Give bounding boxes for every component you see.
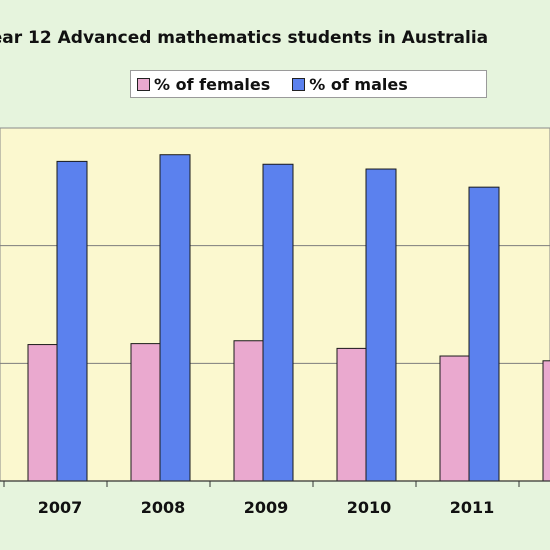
x-tick-label-2011: 2011 <box>450 498 495 517</box>
bar-females-2007 <box>27 344 59 482</box>
bar-females-2009 <box>233 340 265 482</box>
legend-swatch-males <box>292 77 306 91</box>
bar-females-2011 <box>439 355 471 482</box>
x-tick-label-2008: 2008 <box>141 498 186 517</box>
legend-label-males: % of males <box>309 74 408 94</box>
legend-item-females: % of females <box>137 75 270 94</box>
bar-females-2012 <box>542 360 550 482</box>
bar-females-2008 <box>130 343 162 482</box>
legend-label-females: % of females <box>154 74 271 94</box>
bar-males-2007 <box>56 160 88 482</box>
legend: % of females % of males <box>130 70 487 98</box>
bar-males-2008 <box>159 154 191 482</box>
bar-females-2010 <box>336 347 368 482</box>
bar-males-2011 <box>468 186 500 482</box>
bar-males-2010 <box>365 168 397 482</box>
bar-males-2009 <box>262 163 294 482</box>
chart-title: Year 12 Advanced mathematics students in… <box>0 28 489 48</box>
legend-swatch-females <box>137 77 150 91</box>
x-tick-label-2009: 2009 <box>244 498 289 517</box>
legend-item-males: % of males <box>292 74 408 94</box>
x-tick-label-2007: 2007 <box>38 498 83 517</box>
x-tick-label-2010: 2010 <box>347 498 392 517</box>
